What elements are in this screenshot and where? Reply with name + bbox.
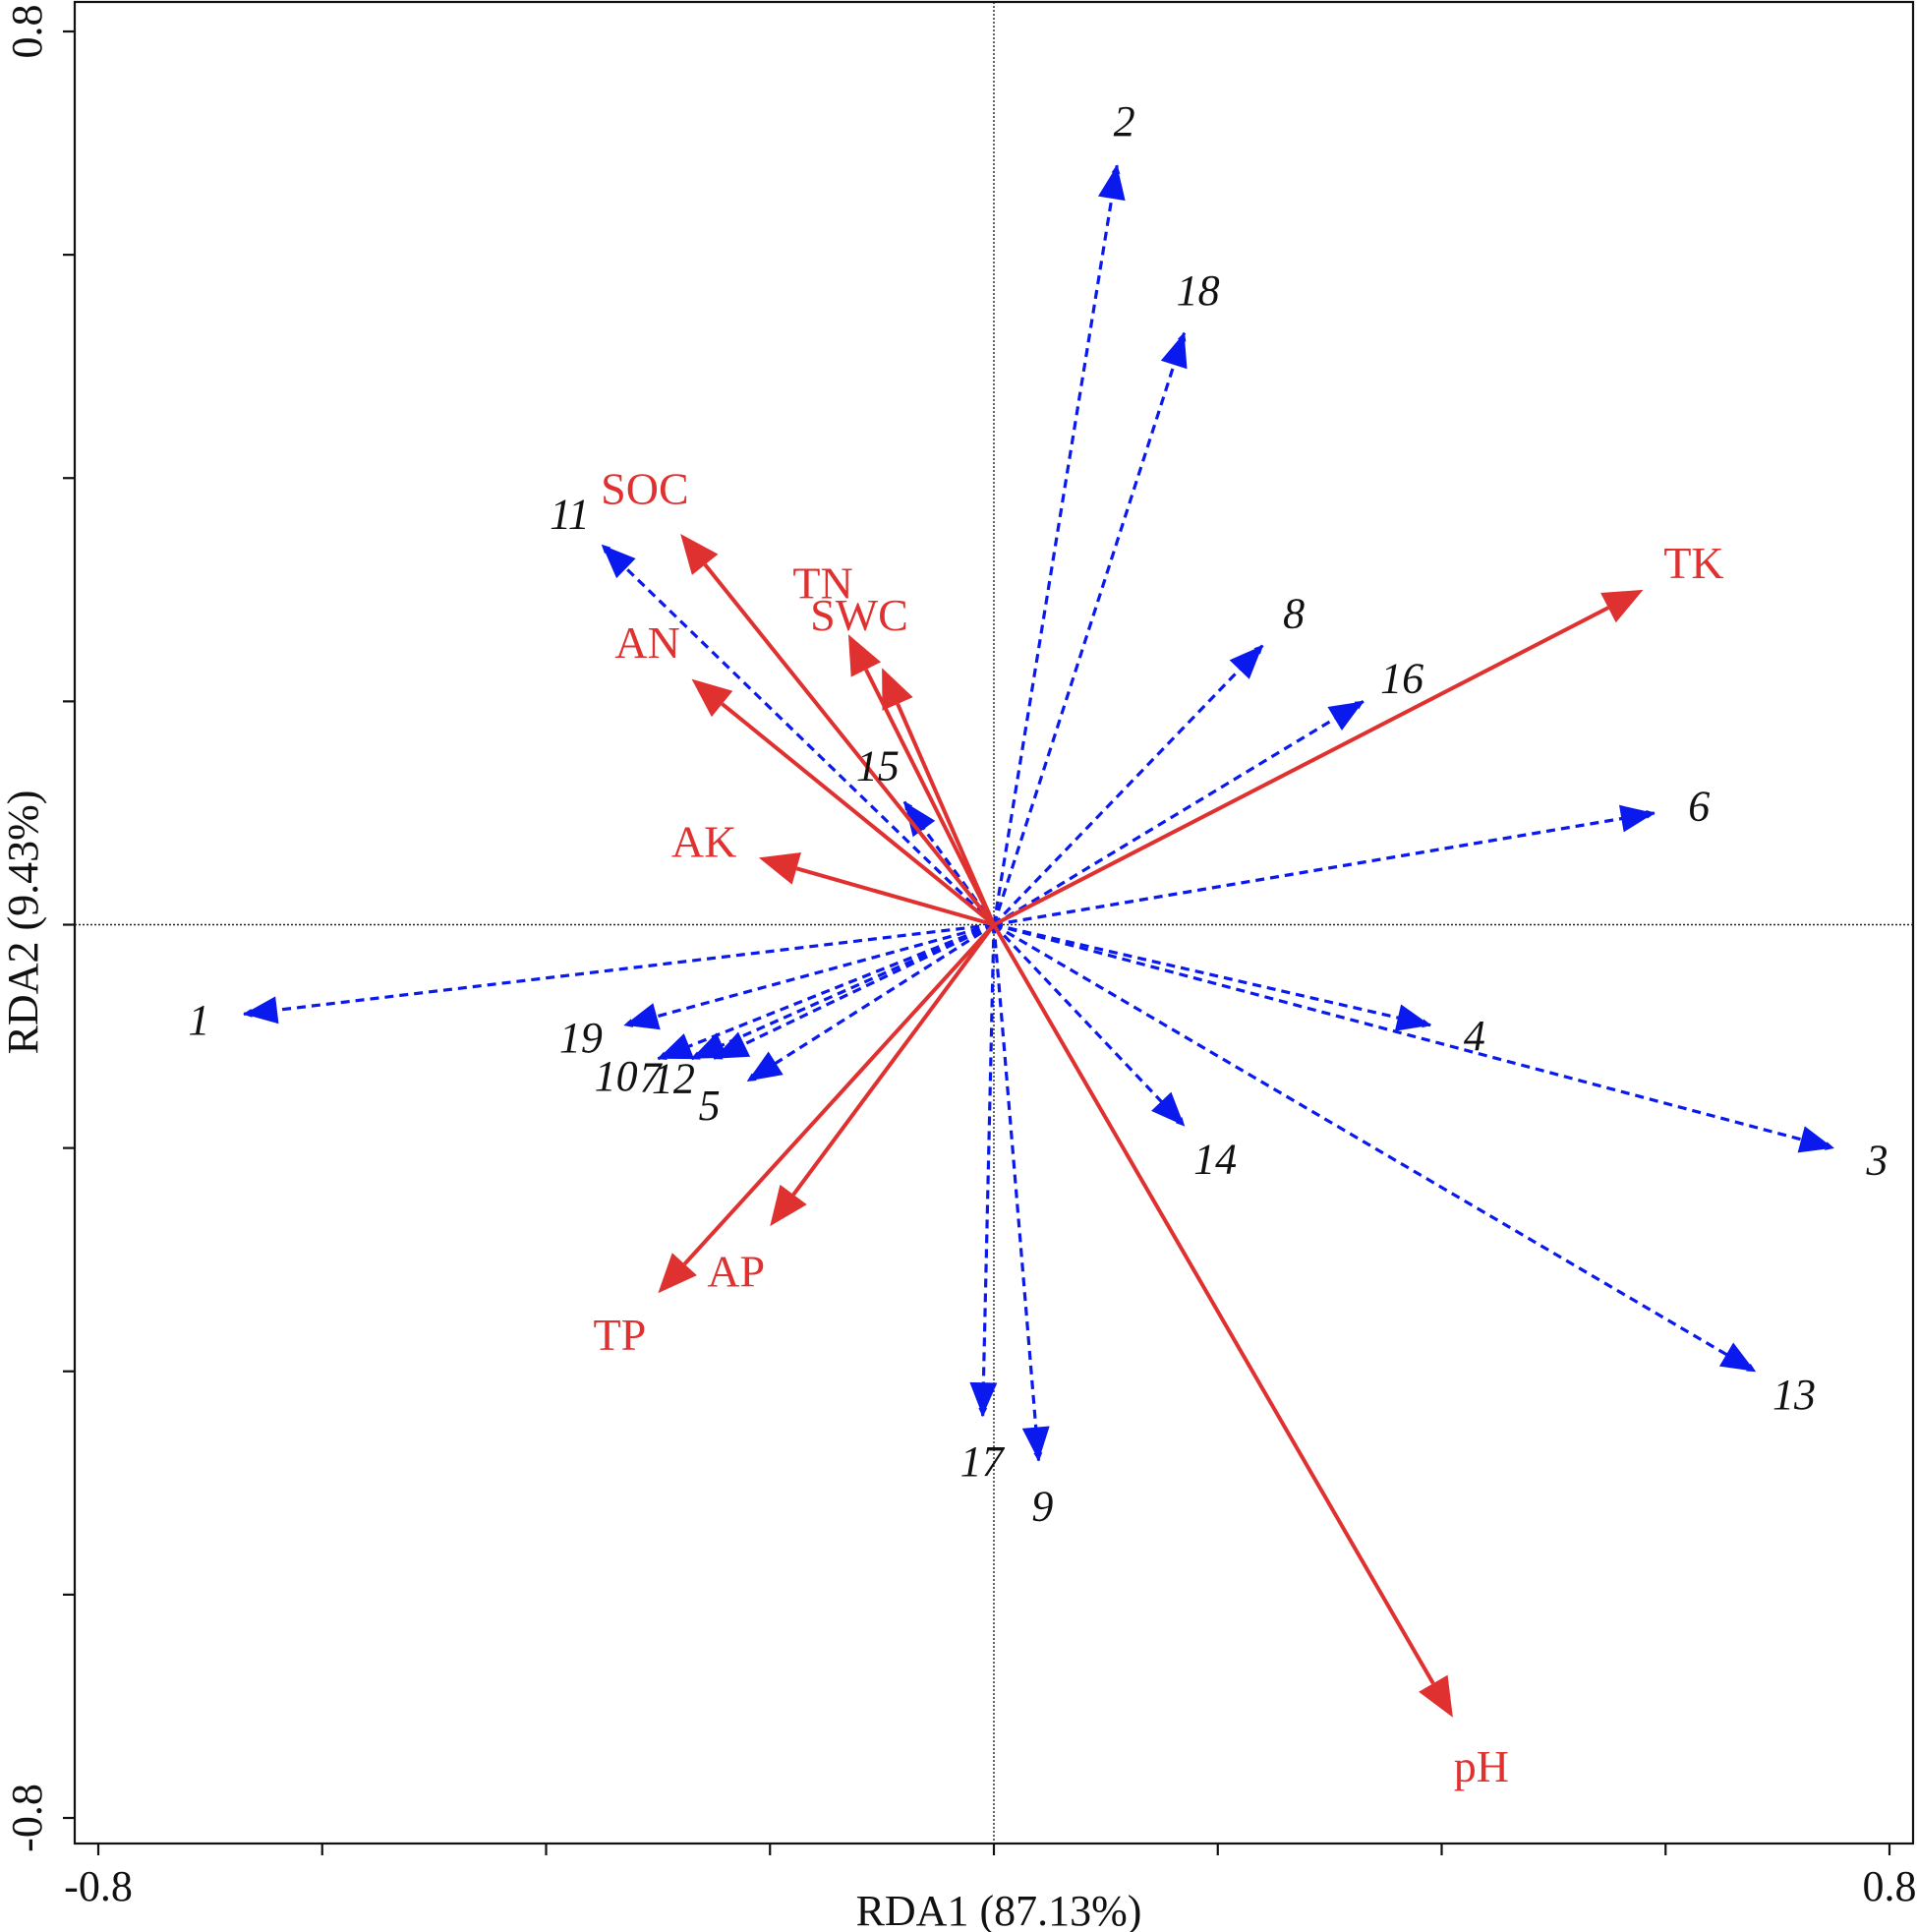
env-arrowhead-AP [770,1184,807,1227]
species-label-9: 9 [1031,1482,1053,1530]
species-arrowhead-1 [244,996,279,1025]
y-tick-label: 0.8 [3,5,51,59]
species-label-19: 19 [559,1014,603,1062]
env-label-pH: pH [1454,1741,1509,1791]
species-arrowhead-17 [969,1381,998,1417]
species-label-13: 13 [1772,1371,1816,1419]
species-arrowhead-12 [714,1031,751,1059]
species-arrowhead-6 [1619,804,1655,833]
species-label-15: 15 [856,741,900,790]
x-tick-label: 0.8 [1863,1862,1917,1910]
species-vector-16 [993,700,1365,926]
species-arrowhead-13 [1718,1342,1756,1372]
env-arrowhead-TK [1600,589,1644,623]
species-vector-7 [690,923,995,1061]
species-vector-11 [601,544,996,926]
env-vector-SWC [896,703,996,926]
env-vector-AK [795,866,995,927]
species-vector-10 [657,923,995,1061]
species-label-17: 17 [960,1437,1006,1486]
species-label-5: 5 [699,1082,721,1130]
species-vector-19 [623,922,995,1027]
vector-labels: 12345678910111213141516171819TKSOCTNSWCA… [188,97,1888,1791]
species-label-11: 11 [550,490,590,538]
env-vector-TP [682,923,996,1266]
env-label-SWC: SWC [810,590,908,640]
species-vector-2 [992,164,1121,925]
species-arrowhead-9 [1021,1426,1050,1461]
species-label-1: 1 [188,996,209,1044]
species-arrowhead-18 [1160,332,1188,370]
species-label-16: 16 [1380,655,1423,703]
env-label-TN: TN [792,557,852,608]
species-arrowhead-3 [1797,1126,1834,1153]
species-label-2: 2 [1114,97,1135,146]
env-vector-AN [721,702,996,927]
env-vector-SOC [703,562,996,926]
env-label-AN: AN [614,617,679,668]
env-label-SOC: SOC [601,464,688,514]
species-label-7: 7 [640,1053,664,1101]
species-arrowhead-11 [602,545,636,579]
env-arrowhead-SWC [882,668,913,711]
env-vector-TK [993,606,1609,927]
environment-vectors [658,534,1644,1718]
species-vector-1 [243,922,995,1018]
species-arrowhead-14 [1151,1091,1185,1126]
species-label-3: 3 [1866,1136,1888,1184]
species-label-6: 6 [1688,782,1710,830]
env-arrowhead-AN [691,678,733,718]
species-vector-8 [992,644,1264,926]
env-arrowhead-SOC [680,534,719,575]
species-vector-17 [978,924,996,1418]
species-vectors [243,164,1834,1462]
species-label-4: 4 [1464,1012,1485,1060]
axes: -0.8 0.8 -0.8 0.8 [3,0,1917,1910]
env-arrowhead-TP [658,1253,697,1294]
species-vector-18 [992,331,1187,925]
species-vector-13 [993,923,1757,1374]
env-arrowhead-AK [758,851,801,885]
species-vector-4 [993,922,1431,1028]
y-tick-label: -0.8 [3,1784,51,1852]
species-arrowhead-16 [1327,701,1364,731]
species-label-8: 8 [1283,589,1305,637]
species-arrowhead-15 [903,801,936,838]
y-axis-title: RDA2 (9.43%) [0,790,47,1055]
env-arrowhead-TN [847,634,882,677]
species-label-12: 12 [652,1055,695,1103]
species-arrowhead-8 [1229,645,1263,679]
species-arrowhead-4 [1394,1004,1431,1031]
species-label-18: 18 [1177,266,1220,315]
env-label-AP: AP [707,1247,765,1297]
env-label-TP: TP [594,1310,647,1360]
species-vector-9 [992,924,1043,1462]
species-arrowhead-19 [624,1003,661,1030]
species-arrowhead-2 [1097,165,1126,202]
species-vector-14 [992,923,1186,1128]
env-vector-TN [864,669,996,926]
species-vector-3 [993,922,1834,1150]
x-axis-title: RDA1 (87.13%) [856,1887,1142,1932]
species-arrowhead-5 [747,1051,784,1082]
species-label-10: 10 [595,1052,638,1100]
species-arrowhead-10 [658,1033,695,1060]
env-vector-pH [992,923,1435,1685]
env-vector-AP [791,923,996,1197]
species-vector-12 [713,923,995,1061]
species-label-14: 14 [1193,1135,1237,1183]
species-vector-5 [746,923,995,1083]
env-arrowhead-pH [1419,1674,1453,1718]
species-vector-6 [993,809,1656,927]
env-label-AK: AK [671,816,736,866]
x-tick-label: -0.8 [64,1862,133,1910]
env-label-TK: TK [1663,538,1723,588]
